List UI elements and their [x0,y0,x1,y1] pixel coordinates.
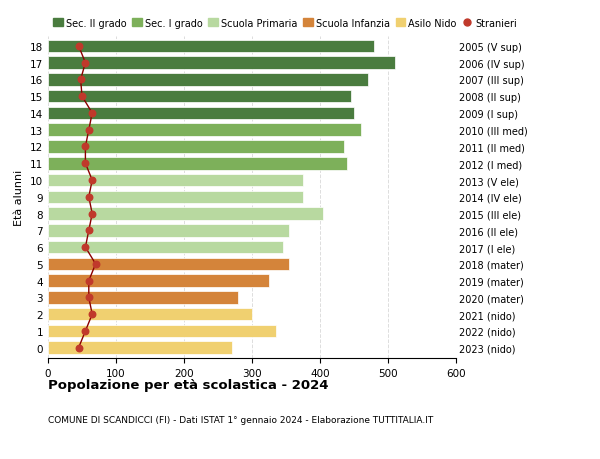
Bar [48,291,238,304]
Text: Popolazione per età scolastica - 2024: Popolazione per età scolastica - 2024 [48,379,329,392]
Bar [48,341,232,354]
Point [74,43,83,50]
Bar [48,141,344,153]
Bar [48,308,252,321]
Point [80,244,90,251]
Bar [48,258,289,271]
Point [80,328,90,335]
Point [74,344,83,352]
Point [84,227,94,235]
Point [84,194,94,201]
Point [84,277,94,285]
Bar [48,40,374,53]
Bar [48,241,283,254]
Bar [48,191,303,204]
Point [88,210,97,218]
Text: COMUNE DI SCANDICCI (FI) - Dati ISTAT 1° gennaio 2024 - Elaborazione TUTTITALIA.: COMUNE DI SCANDICCI (FI) - Dati ISTAT 1°… [48,415,433,425]
Point [80,144,90,151]
Bar [48,107,354,120]
Bar [48,157,347,170]
Bar [48,91,350,103]
Point [80,160,90,168]
Point [80,60,90,67]
Point [88,110,97,118]
Bar [48,208,323,220]
Bar [48,124,361,137]
Point [88,177,97,185]
Legend: Sec. II grado, Sec. I grado, Scuola Primaria, Scuola Infanzia, Asilo Nido, Stran: Sec. II grado, Sec. I grado, Scuola Prim… [53,19,517,28]
Point [77,93,87,101]
Point [91,261,100,268]
Point [88,311,97,318]
Bar [48,275,269,287]
Point [84,294,94,302]
Bar [48,224,289,237]
Bar [48,74,368,86]
Bar [48,57,395,70]
Y-axis label: Età alunni: Età alunni [14,169,25,225]
Bar [48,174,303,187]
Point [76,77,85,84]
Bar [48,325,276,337]
Point [84,127,94,134]
